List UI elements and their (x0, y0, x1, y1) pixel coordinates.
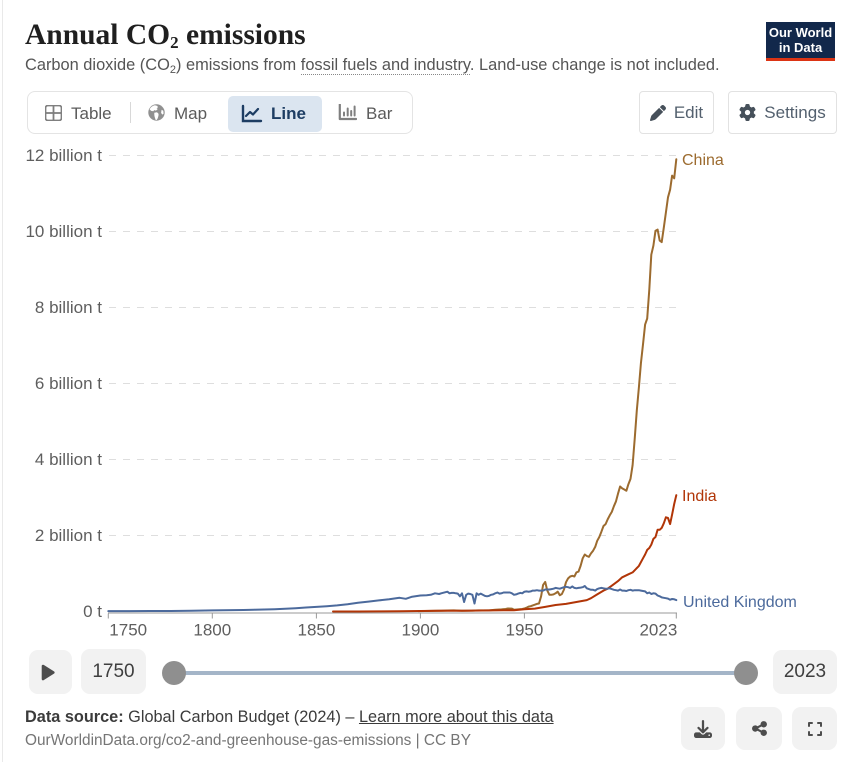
svg-text:United Kingdom: United Kingdom (683, 594, 797, 611)
svg-text:1750: 1750 (109, 621, 147, 640)
svg-text:8 billion t: 8 billion t (35, 298, 102, 317)
svg-text:0 t: 0 t (83, 602, 102, 621)
svg-text:1850: 1850 (297, 621, 335, 640)
svg-text:China: China (682, 152, 724, 169)
svg-text:6 billion t: 6 billion t (35, 374, 102, 393)
svg-text:2 billion t: 2 billion t (35, 526, 102, 545)
svg-text:10 billion t: 10 billion t (25, 222, 102, 241)
svg-text:1950: 1950 (505, 621, 543, 640)
svg-text:12 billion t: 12 billion t (25, 146, 102, 165)
svg-text:1800: 1800 (193, 621, 231, 640)
svg-text:1900: 1900 (401, 621, 439, 640)
svg-text:4 billion t: 4 billion t (35, 450, 102, 469)
svg-text:2023: 2023 (639, 621, 677, 640)
svg-text:India: India (682, 488, 717, 505)
